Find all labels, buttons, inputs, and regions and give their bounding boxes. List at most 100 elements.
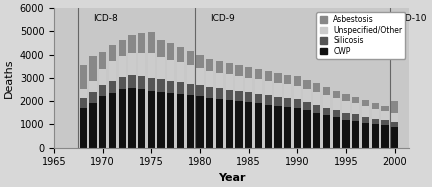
Bar (274, 73, 282, 82)
Bar (245, 102, 252, 148)
Bar (313, 92, 321, 105)
Bar (284, 75, 291, 84)
Bar (264, 71, 272, 81)
Bar (333, 91, 340, 98)
Bar (216, 73, 223, 88)
Bar (352, 114, 359, 121)
Bar (157, 57, 165, 79)
Bar (177, 62, 184, 82)
Bar (118, 89, 126, 148)
Bar (109, 45, 116, 61)
Bar (264, 95, 272, 105)
Bar (197, 85, 203, 96)
Bar (381, 106, 388, 111)
Bar (391, 113, 398, 122)
Bar (274, 97, 282, 106)
Bar (109, 93, 116, 148)
Bar (177, 94, 184, 148)
Bar (274, 82, 282, 97)
Bar (138, 76, 145, 89)
Bar (264, 81, 272, 95)
Bar (138, 89, 145, 148)
Y-axis label: Deaths: Deaths (4, 58, 14, 98)
Bar (148, 32, 155, 53)
Bar (99, 69, 106, 85)
Bar (294, 76, 301, 86)
Bar (294, 108, 301, 148)
Bar (206, 71, 213, 87)
Bar (362, 106, 369, 117)
Bar (216, 61, 223, 73)
Bar (167, 44, 175, 60)
Bar (89, 81, 97, 92)
Bar (255, 79, 262, 94)
Bar (235, 65, 243, 76)
Bar (333, 117, 340, 148)
Bar (79, 89, 87, 98)
Bar (118, 77, 126, 89)
Bar (362, 100, 369, 106)
Bar (157, 39, 165, 57)
Bar (128, 88, 136, 148)
Bar (216, 88, 223, 99)
Bar (342, 113, 349, 120)
Bar (118, 56, 126, 77)
Bar (109, 61, 116, 81)
Bar (157, 79, 165, 92)
Bar (235, 76, 243, 91)
Bar (226, 63, 233, 74)
Bar (109, 81, 116, 93)
Bar (284, 98, 291, 107)
Bar (235, 91, 243, 101)
Bar (303, 89, 311, 102)
Bar (381, 125, 388, 148)
Bar (333, 110, 340, 117)
Bar (226, 100, 233, 148)
Bar (89, 92, 97, 103)
Bar (89, 56, 97, 81)
Bar (197, 96, 203, 148)
Bar (255, 69, 262, 79)
Bar (284, 107, 291, 148)
Bar (391, 127, 398, 148)
Bar (245, 78, 252, 93)
Bar (342, 120, 349, 148)
Bar (167, 60, 175, 81)
Bar (148, 91, 155, 148)
Bar (352, 103, 359, 114)
Text: ICD-8: ICD-8 (93, 14, 118, 23)
Bar (99, 52, 106, 69)
Bar (342, 94, 349, 101)
Bar (381, 111, 388, 120)
Bar (352, 121, 359, 148)
Bar (167, 81, 175, 93)
Bar (362, 117, 369, 123)
Bar (128, 35, 136, 53)
Bar (206, 98, 213, 148)
Bar (245, 67, 252, 78)
Bar (99, 85, 106, 96)
Bar (372, 108, 379, 119)
Bar (187, 95, 194, 148)
Bar (313, 113, 321, 148)
Bar (294, 99, 301, 108)
Bar (187, 84, 194, 95)
Bar (226, 90, 233, 100)
X-axis label: Year: Year (218, 173, 245, 183)
Bar (187, 51, 194, 65)
Bar (79, 65, 87, 89)
Bar (89, 103, 97, 148)
Bar (381, 120, 388, 125)
Bar (323, 95, 330, 108)
Bar (206, 59, 213, 71)
Bar (118, 40, 126, 56)
Bar (313, 105, 321, 113)
Bar (303, 102, 311, 110)
Legend: Asbestosis, Unspecified/Other, Silicosis, CWP: Asbestosis, Unspecified/Other, Silicosis… (317, 12, 406, 59)
Bar (372, 119, 379, 124)
Text: ICD-9: ICD-9 (210, 14, 235, 23)
Bar (274, 106, 282, 148)
Bar (79, 98, 87, 108)
Bar (167, 93, 175, 148)
Bar (99, 96, 106, 148)
